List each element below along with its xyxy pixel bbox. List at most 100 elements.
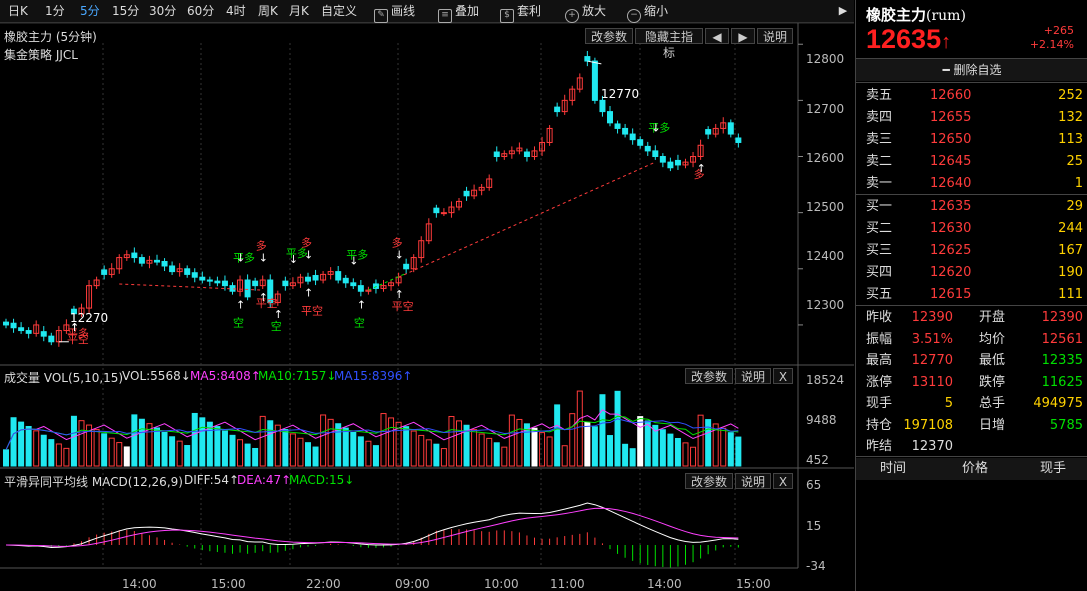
bid-price: 12625 <box>930 243 972 258</box>
candle-body <box>33 324 40 334</box>
main-params-button[interactable]: 改参数 <box>585 28 633 44</box>
ma10-line <box>5 415 739 451</box>
period-1min[interactable]: 1分 <box>45 4 65 18</box>
ask-qty: 113 <box>1058 132 1083 147</box>
macd-close-button[interactable]: X <box>773 473 793 489</box>
volume-help-button[interactable]: 说明 <box>735 368 771 384</box>
main-help-button[interactable]: 说明 <box>757 28 793 44</box>
candle-body <box>48 335 55 343</box>
stat-row: 昨结 12370 <box>856 436 1087 457</box>
ask-price: 12645 <box>930 154 972 169</box>
candle-body <box>289 282 296 287</box>
bid-level: 买五 <box>866 287 893 302</box>
col-time: 时间 <box>880 461 907 476</box>
zoom-out-button[interactable]: − 缩小 <box>627 3 669 23</box>
candle-body <box>18 327 25 332</box>
candle-body <box>456 200 462 208</box>
stat-row: 涨停 13110 跌停 11625 <box>856 372 1087 393</box>
volume-bar <box>357 436 364 467</box>
volume-bar <box>614 390 621 467</box>
macd-y-tick: 65 <box>806 478 822 492</box>
period-15min[interactable]: 15分 <box>112 4 140 18</box>
period-monthly[interactable]: 月K <box>289 4 309 18</box>
x-tick: 15:00 <box>211 577 246 591</box>
volume-bar <box>320 414 327 467</box>
candle-body <box>191 272 198 278</box>
candle-body <box>25 330 32 334</box>
stat-key: 涨停 <box>866 374 893 390</box>
volume-bar <box>735 436 742 467</box>
period-4h[interactable]: 4时 <box>226 4 246 18</box>
down-arrow-icon: ↓ <box>395 249 404 262</box>
period-weekly[interactable]: 周K <box>258 4 278 18</box>
volume-bar <box>55 443 62 467</box>
candle-body <box>712 127 719 135</box>
volume-params-button[interactable]: 改参数 <box>685 368 733 384</box>
volume-close-button[interactable]: X <box>773 368 793 384</box>
candle-body <box>591 60 598 101</box>
volume-bar <box>652 424 659 467</box>
ask-qty: 1 <box>1074 176 1083 191</box>
macd-help-button[interactable]: 说明 <box>735 473 771 489</box>
arbitrage-button[interactable]: $ 套利 <box>500 3 541 23</box>
zoom-out-icon: − <box>627 9 641 23</box>
stat-row: 振幅 3.51% 均价 12561 <box>856 329 1087 350</box>
candle-body <box>320 273 327 281</box>
ask-price: 12640 <box>930 176 972 191</box>
volume-bar <box>667 433 674 467</box>
volume-bar <box>720 427 727 467</box>
volume-bar <box>86 424 93 467</box>
candle-body <box>274 293 281 303</box>
candle-body <box>697 144 704 158</box>
volume-bar <box>199 417 206 467</box>
candle-body <box>78 307 85 315</box>
expand-arrow-icon[interactable]: ▶ <box>838 4 848 17</box>
candle-body <box>184 268 191 275</box>
volume-bar <box>471 429 478 467</box>
next-button[interactable]: ▶ <box>731 28 755 44</box>
candle-body <box>123 254 130 259</box>
candle-body <box>146 259 153 264</box>
candle-body <box>637 139 644 146</box>
money-bag-icon: $ <box>500 9 514 23</box>
candle-body <box>622 127 629 135</box>
stat-value: 11625 <box>1041 374 1083 390</box>
period-30min[interactable]: 30分 <box>149 4 177 18</box>
zoom-in-button[interactable]: + 放大 <box>565 3 607 23</box>
period-daily[interactable]: 日K <box>8 4 28 18</box>
volume-bar <box>440 448 447 467</box>
pen-icon: ✎ <box>374 9 388 23</box>
volume-bar <box>63 447 70 467</box>
chart-area: 平多↑平空↑平多↓多↓ 平多↓空↑ 平空↑空↑ 平空↑多↓ 平多↓空↑多↓平空↑平多↓多… <box>0 23 854 569</box>
macd-params-button[interactable]: 改参数 <box>685 473 733 489</box>
candle-body <box>154 259 160 263</box>
hide-indicator-button[interactable]: 隐藏主指标 <box>635 28 703 60</box>
remove-watchlist-button[interactable]: ━ 删除自选 <box>856 59 1087 81</box>
period-custom[interactable]: 自定义 <box>321 4 358 18</box>
up-arrow-icon: ↑ <box>697 162 706 175</box>
bid-qty: 244 <box>1058 221 1083 236</box>
volume-bar <box>191 412 198 467</box>
candle-body <box>682 161 689 166</box>
zoom-out-label: 缩小 <box>644 4 669 18</box>
x-tick: 11:00 <box>550 577 585 591</box>
draw-line-button[interactable]: ✎ 画线 <box>374 3 415 23</box>
volume-bar <box>350 431 357 467</box>
period-60min[interactable]: 60分 <box>187 4 215 18</box>
candle-body <box>3 321 9 326</box>
prev-button[interactable]: ◀ <box>705 28 729 44</box>
overlay-button[interactable]: ≡ 叠加 <box>438 3 479 23</box>
stat-value: 12390 <box>911 310 953 325</box>
candle-body <box>659 156 666 163</box>
zoom-in-label: 放大 <box>582 4 607 18</box>
signal-label: 平空 <box>67 332 89 346</box>
col-volume: 现手 <box>1040 461 1067 476</box>
stat-key: 总手 <box>979 396 1006 411</box>
signal-label: 空 <box>354 315 365 329</box>
volume-bar <box>456 420 462 467</box>
candle-body <box>252 280 259 287</box>
period-5min[interactable]: 5分 <box>80 4 100 18</box>
volume-bar <box>282 429 289 467</box>
candle-body <box>335 271 342 281</box>
macd-title: 平滑异同平均线 MACD(12,26,9) <box>4 475 183 489</box>
